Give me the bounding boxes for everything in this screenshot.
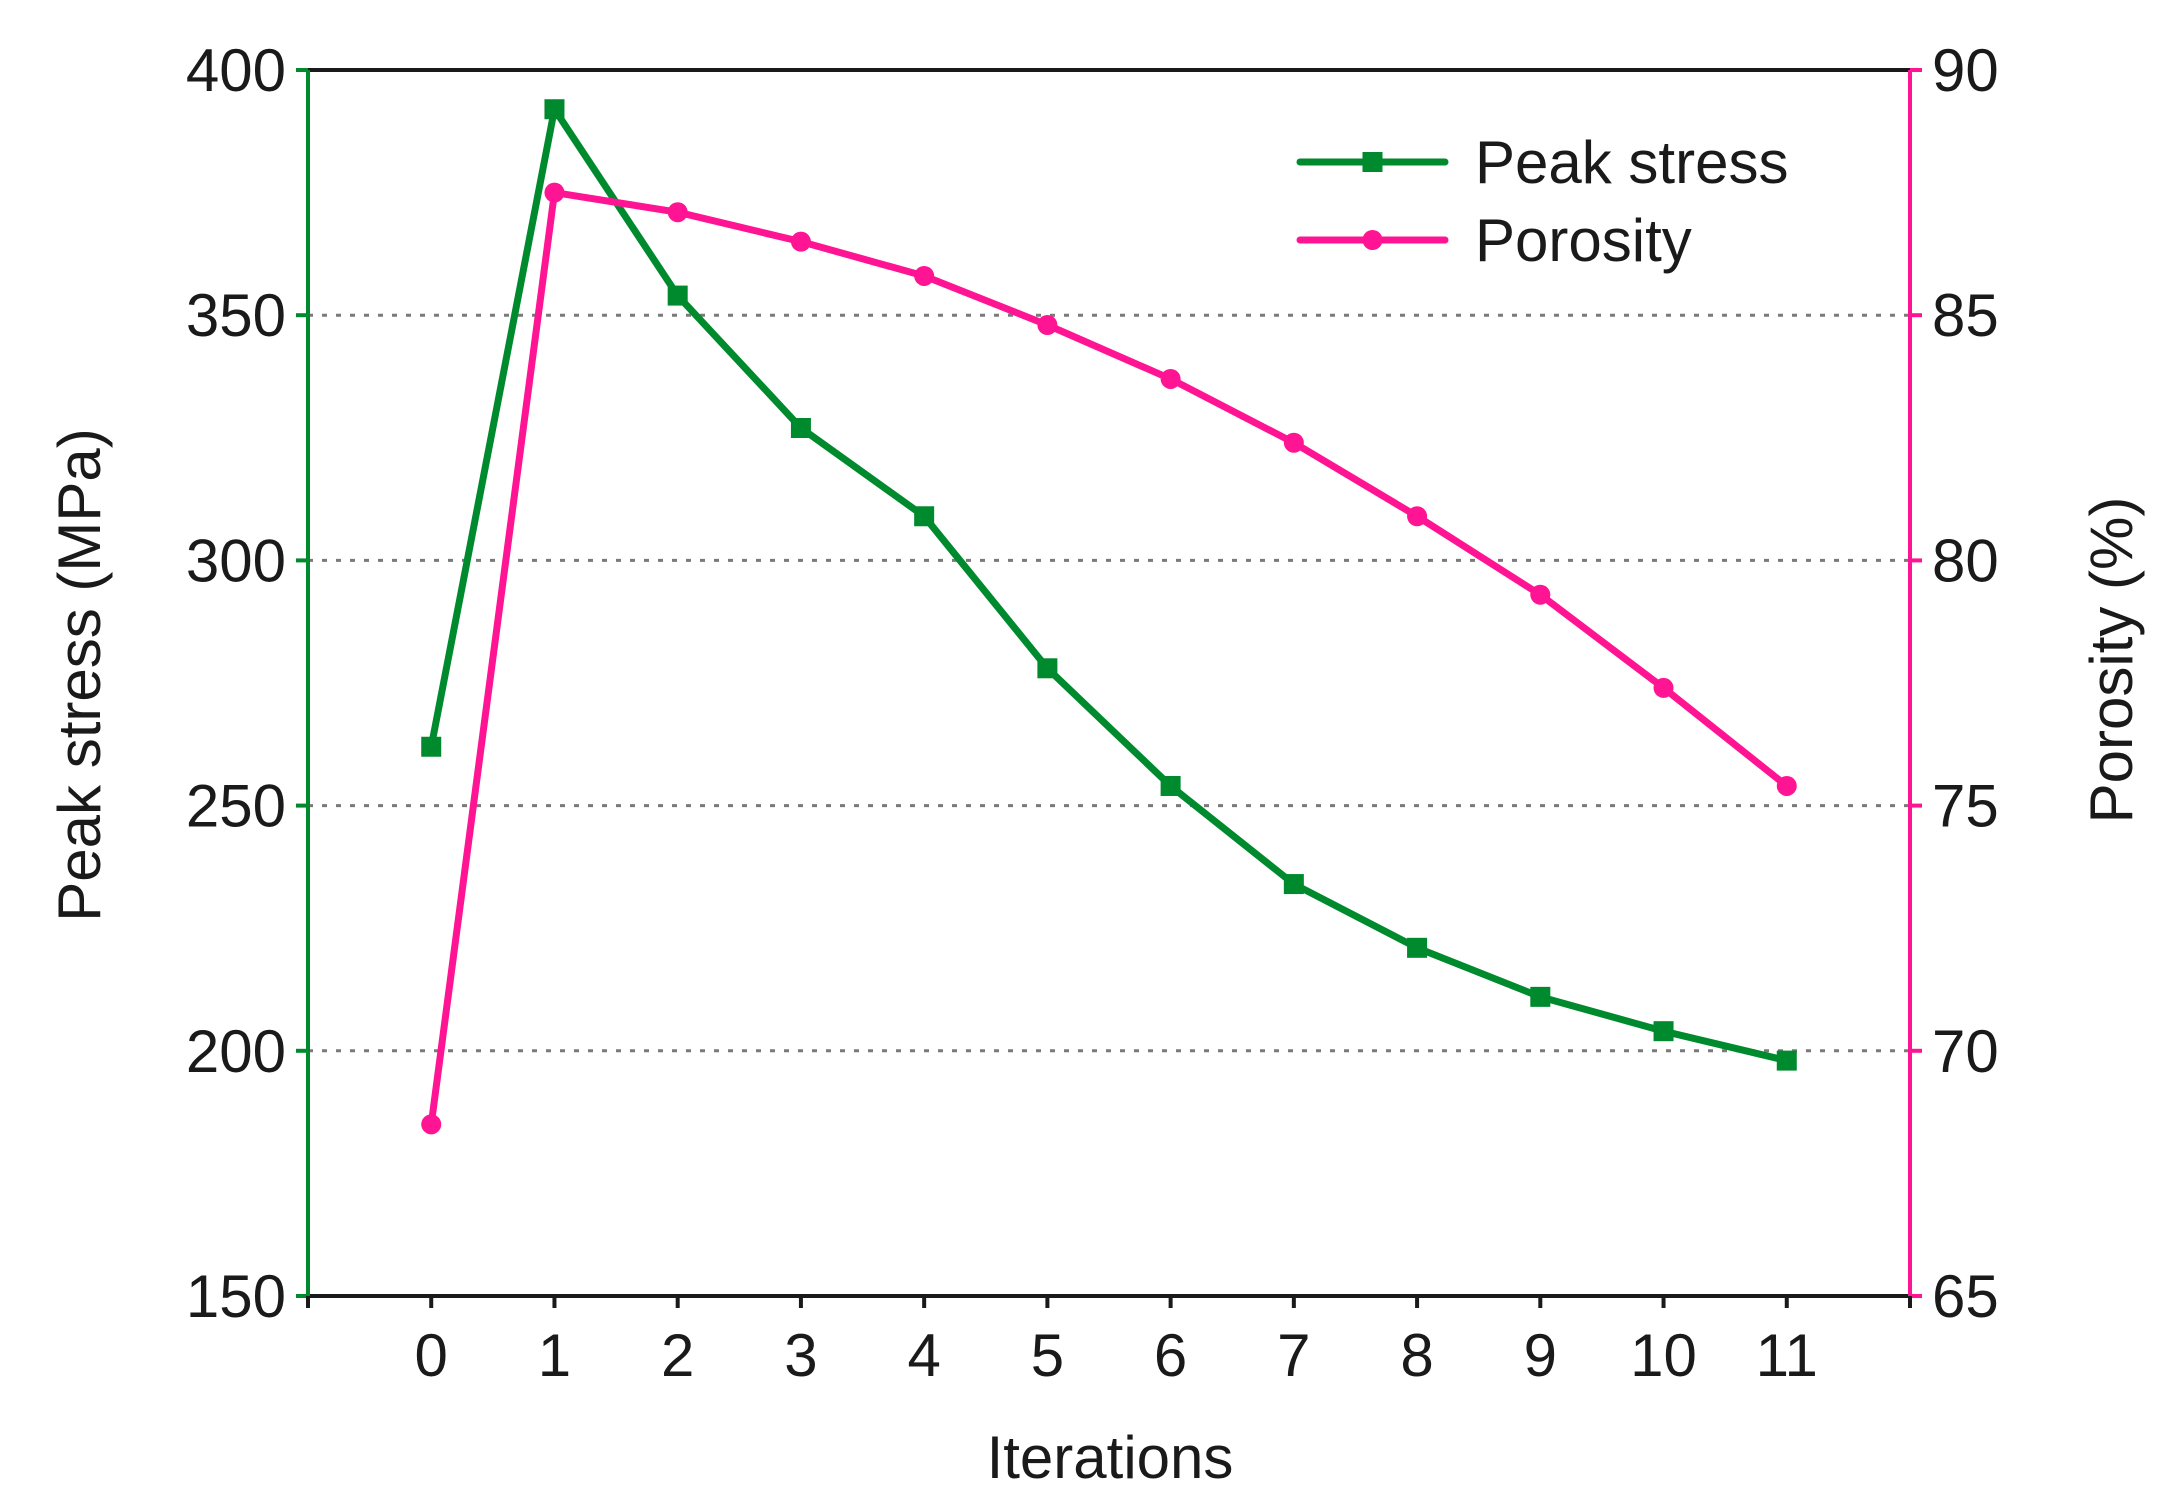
y2-tick-label: 80 [1932, 527, 1999, 594]
y2-tick-label: 75 [1932, 773, 1999, 840]
y-axis-title: Peak stress (MPa) [46, 428, 113, 921]
x-tick-label: 8 [1400, 1322, 1433, 1389]
x-axis-title: Iterations [987, 1424, 1234, 1491]
porosity-point [1283, 432, 1304, 453]
peak-stress-point [667, 285, 688, 306]
porosity-point [1407, 506, 1428, 527]
x-tick-label: 4 [907, 1322, 940, 1389]
tick-labels: 150 200 250 300 350 400 65 70 75 80 85 90 0 1 2 3 4 5 6 7 8 9… [186, 37, 1999, 1389]
porosity-point [790, 231, 811, 252]
y-tick-label: 300 [186, 527, 286, 594]
x-tick-label: 2 [661, 1322, 694, 1389]
y2-tick-label: 90 [1932, 37, 1999, 104]
x-tick-label: 7 [1277, 1322, 1310, 1389]
peak-stress-point [914, 506, 935, 527]
x-tick-label: 0 [415, 1322, 448, 1389]
x-tick-label: 10 [1630, 1322, 1697, 1389]
porosity-point [1037, 315, 1058, 336]
peak-stress-point [1407, 937, 1428, 958]
peak-stress-line [427, 105, 1791, 1065]
peak-stress-point [421, 736, 442, 757]
x-tick-label: 1 [538, 1322, 571, 1389]
y-tick-label: 400 [186, 37, 286, 104]
peak-stress-point [1776, 1050, 1797, 1071]
legend-peak-stress-label: Peak stress [1475, 129, 1788, 196]
x-tick-label: 5 [1031, 1322, 1064, 1389]
x-tick-label: 6 [1154, 1322, 1187, 1389]
x-tick-label: 3 [784, 1322, 817, 1389]
y2-tick-label: 65 [1932, 1263, 1999, 1330]
porosity-point [1776, 775, 1797, 796]
y-tick-label: 200 [186, 1018, 286, 1085]
porosity-point [421, 1114, 442, 1135]
porosity-point [667, 202, 688, 223]
porosity-line [427, 189, 1791, 1128]
y2-axis-title: Porosity (%) [2078, 497, 2145, 824]
peak-stress-point [1037, 658, 1058, 679]
peak-stress-point [1530, 986, 1551, 1007]
y2-tick-label: 85 [1932, 282, 1999, 349]
series-layer [421, 99, 1797, 1135]
porosity-point [914, 265, 935, 286]
y-tick-label: 250 [186, 773, 286, 840]
y2-tick-label: 70 [1932, 1018, 1999, 1085]
axes [296, 68, 1922, 1308]
peak-stress-point [1653, 1021, 1674, 1042]
peak-stress-point [1283, 874, 1304, 895]
y-tick-label: 150 [186, 1263, 286, 1330]
x-tick-label: 11 [1756, 1322, 1818, 1389]
gridlines [308, 313, 1910, 1053]
peak-stress-point [1160, 775, 1181, 796]
legend: Peak stress Porosity [1296, 129, 1788, 274]
porosity-point [1530, 584, 1551, 605]
peak-stress-point [790, 417, 811, 438]
legend-porosity-label: Porosity [1475, 207, 1692, 274]
legend-peak-stress-marker [1362, 152, 1383, 172]
porosity-point [544, 182, 565, 203]
porosity-point [1653, 677, 1674, 698]
porosity-point [1160, 368, 1181, 389]
x-tick-label: 9 [1524, 1322, 1557, 1389]
peak-stress-point [544, 99, 565, 120]
legend-porosity-marker [1362, 230, 1383, 250]
y-tick-label: 350 [186, 282, 286, 349]
